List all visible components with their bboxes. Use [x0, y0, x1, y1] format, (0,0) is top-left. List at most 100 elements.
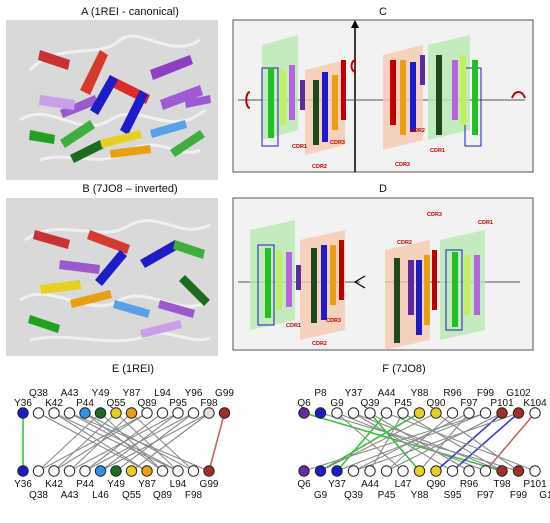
f-link [353, 412, 519, 472]
panel-title-e: E (1REI) [112, 363, 154, 375]
e-link [53, 412, 179, 472]
f-link [386, 412, 503, 472]
f-top-lower-label: Q90 [427, 398, 446, 409]
e-bottom-node [125, 465, 138, 477]
f-top-node [529, 407, 541, 419]
e-top-node [187, 407, 200, 419]
e-link [131, 412, 194, 472]
e-link [84, 412, 194, 472]
f-bottom-node [529, 465, 541, 477]
f-top-node [496, 407, 508, 419]
e-top-lower-label: K42 [45, 398, 63, 409]
e-link [208, 412, 226, 472]
e-bottom-node [203, 465, 215, 477]
f-bottom-upper-label: L47 [395, 479, 412, 490]
e-top-node [125, 407, 138, 419]
f-top-lower-label: Q39 [361, 398, 380, 409]
e-top-upper-label: Y96 [185, 388, 203, 399]
panel-title-d: D [379, 183, 387, 195]
f-bottom-node [512, 465, 525, 477]
network-e: Q38 A43 Y49 Y87 L94 Y96 G99 Y36 K42 P44 Q55 Q89 P95 F… [14, 388, 234, 501]
e-bottom-lower-label: F98 [185, 490, 203, 501]
e-bottom-upper-label: P44 [76, 479, 94, 490]
e-bottom-node [79, 465, 91, 477]
e-link [53, 412, 148, 472]
f-bottom-upper-label: Y37 [328, 479, 346, 490]
f-top-node [331, 407, 343, 419]
e-top-node [218, 407, 231, 419]
e-bottom-node [17, 465, 29, 477]
f-link [402, 412, 503, 472]
f-bottom-node [430, 465, 442, 477]
e-top-node [94, 407, 107, 419]
c-cdr3-right: CDR3 [395, 162, 410, 168]
e-bottom-lower-label: Q38 [29, 490, 48, 501]
topology-c: CDR1 CDR2 CDR3 CDR3 CDR2 CDR1 [232, 19, 534, 173]
f-link [336, 412, 404, 472]
f-top-upper-label: Y88 [411, 388, 429, 399]
e-bottom-lower-label: A43 [61, 490, 79, 501]
d-cdr3-right: CDR3 [427, 212, 442, 218]
f-top-node [413, 407, 426, 419]
f-link [435, 412, 519, 472]
f-top-lower-label: F97 [460, 398, 478, 409]
e-top-node [48, 407, 60, 419]
e-link [53, 412, 117, 472]
f-top-node [479, 407, 492, 419]
f-top-node [364, 407, 376, 419]
f-bottom-lower-label: F99 [510, 490, 528, 501]
e-bottom-node [94, 465, 107, 477]
e-link [115, 412, 179, 472]
e-link [100, 412, 210, 472]
e-bottom-lower-label: L46 [92, 490, 109, 501]
e-top-node [110, 407, 122, 419]
e-top-lower-label: P44 [76, 398, 94, 409]
e-bottom-node [110, 465, 122, 477]
f-link [353, 412, 453, 472]
e-top-lower-label: P95 [169, 398, 187, 409]
f-top-node [314, 407, 327, 419]
e-top-node [17, 407, 29, 419]
f-top-lower-label: K104 [523, 398, 547, 409]
f-link [303, 412, 486, 472]
f-top-node [463, 407, 475, 419]
f-bottom-node [496, 465, 508, 477]
f-top-upper-label: A44 [378, 388, 396, 399]
f-top-node [512, 407, 525, 419]
e-bottom-upper-label: K42 [45, 479, 63, 490]
e-top-node [203, 407, 215, 419]
e-bottom-upper-label: L94 [170, 479, 187, 490]
f-top-upper-label: R96 [443, 388, 462, 399]
f-bottom-node [347, 465, 360, 477]
e-top-upper-label: A43 [61, 388, 79, 399]
panel-title-a: A (1REI - canonical) [81, 6, 179, 18]
e-top-node [63, 407, 76, 419]
e-top-lower-label: F98 [200, 398, 218, 409]
f-bottom-upper-label: T98 [493, 479, 511, 490]
f-bottom-node [364, 465, 376, 477]
e-top-upper-label: Q38 [29, 388, 48, 399]
e-top-lower-label: Y36 [14, 398, 32, 409]
f-link [369, 412, 470, 472]
f-link [484, 412, 536, 472]
f-top-node [298, 407, 310, 419]
f-top-upper-label: G102 [506, 388, 531, 399]
f-top-node [430, 407, 442, 419]
e-link [69, 412, 179, 472]
f-top-upper-label: F99 [477, 388, 495, 399]
f-bottom-lower-label: S95 [444, 490, 462, 501]
f-bottom-node [479, 465, 492, 477]
e-top-upper-label: G99 [215, 388, 234, 399]
f-top-lower-label: P45 [394, 398, 412, 409]
d-cdr3-left: CDR3 [326, 318, 341, 324]
e-bottom-node [32, 465, 45, 477]
f-bottom-node [380, 465, 393, 477]
c-cdr3-left: CDR3 [330, 140, 345, 146]
e-top-node [79, 407, 91, 419]
f-link [320, 412, 437, 472]
c-cdr1-right: CDR1 [430, 148, 445, 154]
e-top-node [32, 407, 45, 419]
e-link [100, 412, 163, 472]
e-bottom-node [63, 465, 76, 477]
e-bottom-node [156, 465, 169, 477]
